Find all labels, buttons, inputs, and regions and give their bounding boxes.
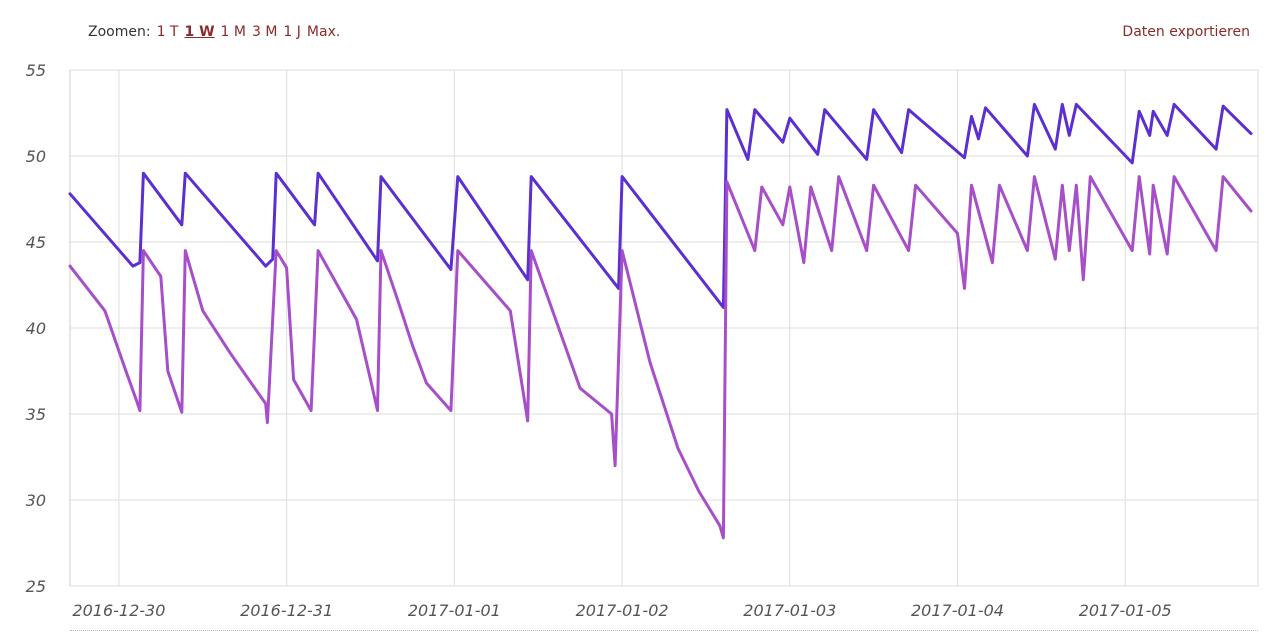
y-tick-label: 50: [26, 147, 46, 166]
series-lines: [68, 102, 1253, 540]
zoom-option-1-day[interactable]: 1 T: [156, 24, 179, 40]
y-tick-label: 40: [26, 319, 46, 338]
zoom-option-max[interactable]: Max.: [306, 24, 341, 40]
x-tick-label: 2017-01-01: [408, 601, 501, 620]
zoom-label: Zoomen:: [88, 24, 151, 40]
x-tick-label: 2016-12-30: [72, 601, 165, 620]
zoom-option-3-months[interactable]: 3 M: [251, 24, 278, 40]
x-tick-label: 2017-01-03: [743, 601, 836, 620]
bottom-divider: [70, 630, 1258, 631]
y-tick-label: 45: [26, 233, 46, 252]
zoom-option-1-year[interactable]: 1 J: [283, 24, 301, 40]
y-tick-label: 25: [26, 577, 46, 596]
zoom-option-1-week[interactable]: 1 W: [184, 24, 215, 40]
y-axis-ticks: 25 30 35 40 45 50 55: [26, 61, 46, 596]
zoom-toolbar: Zoomen: 1 T 1 W 1 M 3 M 1 J Max.: [88, 20, 346, 44]
x-tick-label: 2016-12-31: [240, 601, 333, 620]
zoom-option-1-month[interactable]: 1 M: [220, 24, 246, 40]
y-tick-label: 30: [26, 491, 46, 510]
export-data-link[interactable]: Daten exportieren: [1122, 24, 1250, 40]
x-tick-label: 2017-01-05: [1079, 601, 1172, 620]
y-tick-label: 55: [26, 61, 46, 80]
series-line-1: [68, 102, 1253, 309]
grid: [69, 69, 1259, 587]
x-axis-ticks: 2016-12-30 2016-12-31 2017-01-01 2017-01-02…: [72, 601, 1171, 620]
y-tick-label: 35: [26, 405, 46, 424]
series-line-2: [68, 175, 1253, 540]
x-tick-label: 2017-01-04: [911, 601, 1004, 620]
x-tick-label: 2017-01-02: [576, 601, 669, 620]
